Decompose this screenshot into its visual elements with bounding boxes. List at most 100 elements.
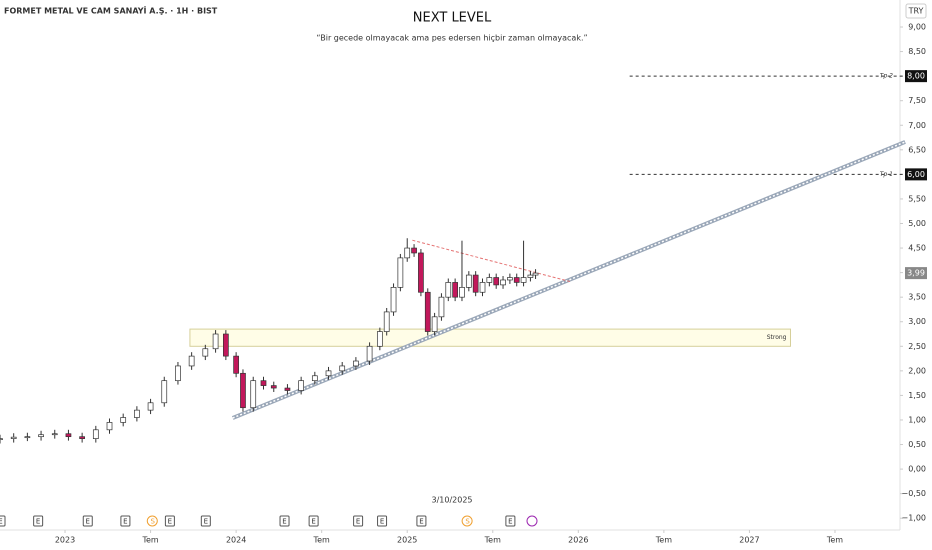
candle-body bbox=[493, 277, 500, 286]
target-name: Tp 2 bbox=[880, 73, 893, 80]
candle-body bbox=[507, 277, 513, 281]
event-icon bbox=[279, 515, 290, 527]
y-tick-label: 5,50 bbox=[908, 194, 926, 203]
x-tick-label: 2027 bbox=[739, 536, 759, 545]
event-label: E bbox=[36, 518, 40, 526]
y-tick-label: −1,00 bbox=[901, 514, 926, 523]
cursor-date: 3/10/2025 bbox=[431, 496, 472, 505]
event-label: E bbox=[168, 518, 172, 526]
event-label: E bbox=[123, 518, 127, 526]
chart-title: NEXT LEVEL bbox=[413, 11, 492, 26]
candle-body bbox=[459, 286, 465, 298]
candle-body bbox=[270, 385, 277, 389]
y-tick-label: 6,50 bbox=[908, 145, 926, 154]
candle-body bbox=[527, 274, 534, 278]
trend-line-core bbox=[232, 141, 906, 419]
y-tick-label: 7,50 bbox=[908, 96, 926, 105]
event-icon bbox=[416, 515, 427, 527]
candle-body bbox=[390, 286, 397, 313]
event-icon bbox=[526, 515, 538, 527]
candle-body bbox=[366, 345, 373, 362]
event-label: E bbox=[508, 518, 512, 526]
candle-body bbox=[223, 333, 229, 357]
y-tick-label: 7,00 bbox=[908, 121, 926, 130]
candle-body bbox=[339, 365, 346, 372]
last-price-box bbox=[905, 267, 927, 280]
x-tick-label: 2024 bbox=[226, 536, 246, 545]
candle-body bbox=[284, 387, 291, 391]
x-tick-label: Tem bbox=[826, 536, 843, 545]
currency-box[interactable] bbox=[905, 3, 927, 19]
candle-body bbox=[250, 380, 257, 409]
event-icon bbox=[377, 515, 388, 527]
currency[interactable]: TRY bbox=[908, 7, 924, 16]
last-price: 3,99 bbox=[907, 269, 925, 278]
candle-body bbox=[325, 370, 332, 377]
y-tick-label: 1,50 bbox=[908, 391, 926, 400]
symbol-header: FORMET METAL VE CAM SANAYİ A.Ş. · 1H · B… bbox=[4, 6, 218, 16]
candle-body bbox=[445, 282, 452, 298]
event-label: E bbox=[0, 518, 3, 526]
target-price: 8,00 bbox=[907, 72, 925, 81]
candle-body bbox=[134, 409, 140, 418]
candle-body bbox=[465, 274, 472, 288]
event-icon bbox=[33, 515, 44, 527]
candle-body bbox=[376, 331, 383, 347]
zone-label: Strong bbox=[767, 334, 787, 341]
candle-body bbox=[472, 274, 479, 293]
candle-body bbox=[175, 365, 181, 382]
event-icon bbox=[164, 515, 175, 527]
x-tick-label: Tem bbox=[313, 536, 330, 545]
candle-body bbox=[404, 247, 411, 259]
candle-body bbox=[353, 360, 359, 367]
x-tick-label: Tem bbox=[655, 536, 672, 545]
event-icon bbox=[505, 515, 516, 527]
event-label: E bbox=[282, 518, 286, 526]
candle-body bbox=[311, 375, 318, 382]
y-tick-label: 3,50 bbox=[908, 293, 926, 302]
candle-body bbox=[532, 272, 539, 276]
x-tick-label: Tem bbox=[484, 536, 501, 545]
event-icon bbox=[82, 515, 93, 527]
y-tick-label: 9,00 bbox=[908, 23, 926, 32]
candle-body bbox=[147, 402, 154, 411]
candle-body bbox=[51, 433, 58, 436]
event-icon bbox=[0, 515, 6, 527]
y-tick-label: −0,50 bbox=[901, 489, 926, 498]
y-tick-label: 5,00 bbox=[908, 219, 926, 228]
y-tick-label: 8,50 bbox=[908, 47, 926, 56]
candle-body bbox=[438, 296, 445, 318]
candle-body bbox=[520, 277, 527, 283]
event-icon bbox=[120, 515, 131, 527]
y-tick-label: 2,00 bbox=[908, 366, 926, 375]
event-label: E bbox=[419, 518, 423, 526]
x-tick-label: 2026 bbox=[568, 536, 588, 545]
candle-body bbox=[431, 316, 438, 332]
candle-body bbox=[513, 277, 520, 283]
candle-body bbox=[383, 311, 390, 332]
y-tick-label: 0,50 bbox=[908, 440, 926, 449]
x-tick-label: 2023 bbox=[55, 536, 75, 545]
candle-body bbox=[452, 282, 458, 298]
candle-body bbox=[106, 422, 113, 431]
candle-body bbox=[188, 355, 195, 367]
candle-body bbox=[24, 436, 31, 439]
candle-body bbox=[120, 417, 127, 423]
event-label: E bbox=[380, 518, 384, 526]
candle-body bbox=[212, 333, 219, 350]
candle-body bbox=[38, 434, 44, 438]
candle-body bbox=[397, 257, 404, 288]
chart-subtitle: “Bir gecede olmayacak ama pes edersen hi… bbox=[316, 34, 587, 43]
event-icon bbox=[353, 515, 364, 527]
y-tick-label: 4,50 bbox=[908, 244, 926, 253]
event-label: E bbox=[86, 518, 90, 526]
event-label: S bbox=[151, 518, 156, 526]
event-label: E bbox=[204, 518, 208, 526]
target-price-box bbox=[905, 168, 927, 181]
target-price: 6,00 bbox=[907, 170, 925, 179]
event-label: E bbox=[356, 518, 360, 526]
support-zone bbox=[189, 328, 791, 347]
y-tick-label: 3,00 bbox=[908, 317, 926, 326]
candle-body bbox=[260, 380, 267, 386]
